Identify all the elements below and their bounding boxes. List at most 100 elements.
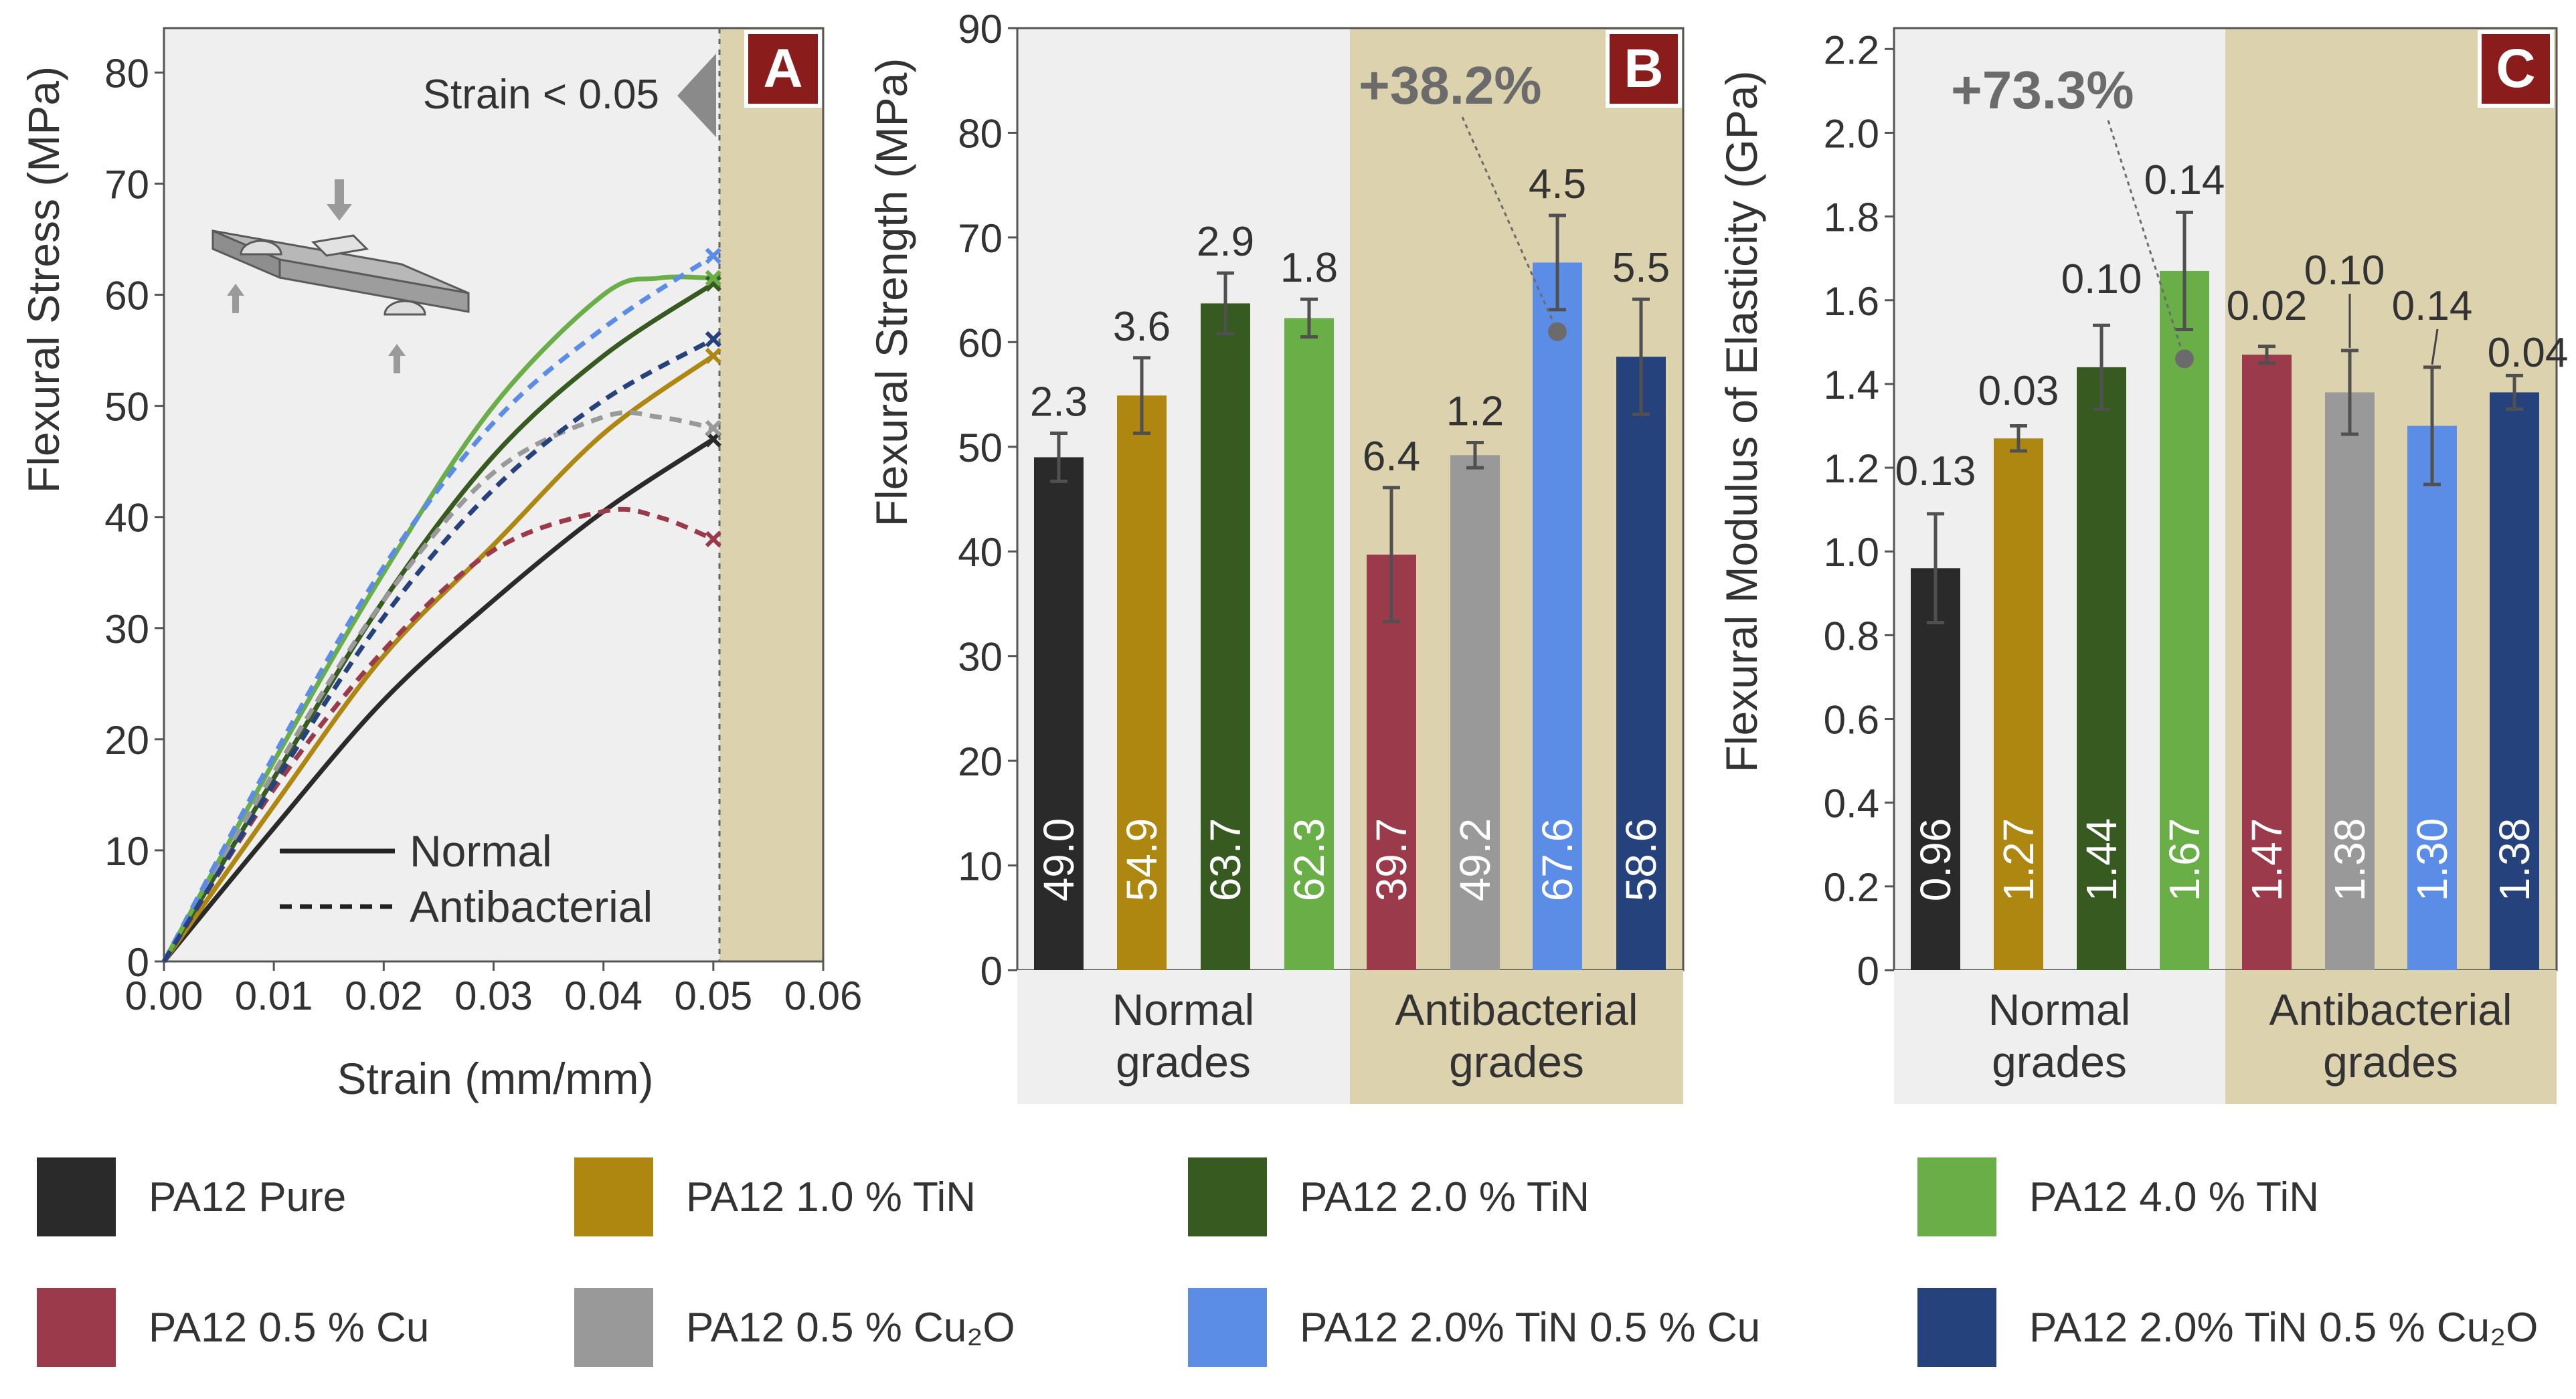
curve-end-marker-7 bbox=[705, 248, 721, 264]
y-tick-label: 0.8 bbox=[1824, 614, 1879, 658]
stress-strain-curve-7 bbox=[161, 254, 715, 963]
y-tick-label: 80 bbox=[958, 111, 1003, 156]
panel-c-normal-group-box bbox=[1894, 970, 2225, 1104]
legend-swatch-6 bbox=[574, 1288, 653, 1367]
panel-a-badge bbox=[744, 30, 822, 108]
bar-value-label-8: 58.6 bbox=[1617, 818, 1665, 902]
panel-c-y-axis-title: Flexural Modulus of Elasticity (GPa) bbox=[1717, 70, 1766, 772]
y-tick-label: 1.8 bbox=[1824, 195, 1879, 240]
y-tick-label: 2.2 bbox=[1824, 27, 1879, 72]
error-value-label-3: 0.10 bbox=[2061, 256, 2142, 302]
bar-value-label-3: 63.7 bbox=[1201, 818, 1250, 902]
y-tick-label: 0.4 bbox=[1824, 781, 1879, 826]
curve-end-marker-8 bbox=[705, 331, 721, 348]
series-legend: PA12 Pure PA12 1.0 % TiN PA12 2.0 % TiN PA1… bbox=[37, 1157, 2538, 1367]
error-value-label-2: 3.6 bbox=[1113, 304, 1171, 350]
three-point-bending-diagram-icon bbox=[211, 179, 470, 373]
y-tick-label: 20 bbox=[104, 718, 149, 763]
bar-value-label-2: 54.9 bbox=[1118, 818, 1166, 902]
y-tick-label: 1.6 bbox=[1824, 279, 1879, 324]
error-value-label-2: 0.03 bbox=[1978, 368, 2059, 414]
bar-value-label-7: 1.30 bbox=[2408, 818, 2456, 902]
error-value-label-5: 6.4 bbox=[1363, 434, 1420, 480]
legend-label-8: PA12 2.0% TiN 0.5 % Cu₂O bbox=[2029, 1305, 2538, 1351]
y-tick-label: 20 bbox=[958, 739, 1003, 784]
panel-c-letter: C bbox=[2496, 38, 2535, 99]
panel-b-group-normal-line2: grades bbox=[1116, 1037, 1251, 1087]
legend-swatch-2 bbox=[574, 1157, 653, 1236]
error-value-label-6: 1.2 bbox=[1446, 389, 1504, 435]
bar-3 bbox=[1201, 303, 1250, 971]
panel-b-group-antibacterial-line1: Antibacterial bbox=[1395, 985, 1638, 1034]
bar-3 bbox=[2077, 367, 2126, 970]
bar-value-label-5: 1.47 bbox=[2243, 818, 2291, 902]
y-tick-label: 80 bbox=[104, 51, 149, 96]
panel-b-antibacterial-group-box bbox=[1350, 970, 1683, 1104]
curve-end-marker-2 bbox=[705, 347, 721, 365]
y-tick-label: 10 bbox=[958, 844, 1003, 889]
error-value-label-7: 0.14 bbox=[2392, 283, 2473, 329]
panel-b-normal-group-box bbox=[1017, 970, 1350, 1104]
x-tick-label: 0.06 bbox=[784, 973, 863, 1018]
legend-swatch-8 bbox=[1917, 1288, 1996, 1367]
bar-value-label-4: 1.67 bbox=[2160, 818, 2209, 902]
bar-value-label-6: 1.38 bbox=[2326, 818, 2374, 902]
error-value-label-1: 2.3 bbox=[1030, 379, 1088, 425]
panel-c-group-antibacterial-line2: grades bbox=[2323, 1037, 2458, 1087]
legend-swatch-3 bbox=[1188, 1157, 1267, 1236]
bar-7 bbox=[2407, 426, 2457, 970]
legend-swatch-7 bbox=[1188, 1288, 1267, 1367]
bar-2 bbox=[1994, 438, 2043, 970]
error-value-label-3: 2.9 bbox=[1197, 219, 1254, 265]
panel-b-annotation-leader bbox=[1461, 116, 1559, 333]
y-tick-label: 60 bbox=[104, 274, 149, 318]
error-value-label-7: 4.5 bbox=[1529, 161, 1586, 207]
bar-2 bbox=[1117, 395, 1167, 970]
x-tick-label: 0.04 bbox=[564, 973, 642, 1018]
bar-value-label-1: 49.0 bbox=[1035, 818, 1083, 902]
error-value-label-4: 1.8 bbox=[1280, 245, 1338, 291]
panel-b-flexural-strength: Normal grades Antibacterial grades 0 10 20… bbox=[867, 7, 1685, 1104]
panel-c-flexural-modulus: Normal grades Antibacterial grades 0 0.2 0… bbox=[1717, 27, 2568, 1104]
curve-end-marker-6 bbox=[705, 419, 721, 436]
legend-label-1: PA12 Pure bbox=[149, 1174, 346, 1220]
error-value-label-8: 5.5 bbox=[1612, 245, 1670, 291]
panel-c-badge bbox=[2478, 30, 2554, 108]
y-tick-label: 90 bbox=[958, 7, 1003, 52]
bar-5 bbox=[1367, 554, 1416, 970]
y-tick-label: 10 bbox=[104, 829, 149, 874]
y-tick-label: 60 bbox=[958, 320, 1003, 365]
legend-label-5: PA12 0.5 % Cu bbox=[149, 1305, 429, 1351]
panel-c-increase-annotation: +73.3% bbox=[1951, 60, 2134, 120]
panel-b-reference-marker bbox=[1548, 322, 1567, 341]
bar-value-label-1: 0.96 bbox=[1911, 818, 1960, 902]
bar-value-label-3: 1.44 bbox=[2077, 818, 2126, 902]
legend-swatch-5 bbox=[37, 1288, 116, 1367]
y-tick-label: 40 bbox=[104, 496, 149, 541]
stress-strain-curve-8 bbox=[162, 337, 715, 963]
panel-b-y-axis-title: Flexural Strength (MPa) bbox=[867, 58, 916, 527]
bar-4 bbox=[2160, 270, 2209, 970]
error-value-label-1: 0.13 bbox=[1895, 448, 1976, 494]
panel-a-x-axis-title: Strain (mm/mm) bbox=[337, 1054, 654, 1103]
legend-swatch-1 bbox=[37, 1157, 116, 1236]
y-tick-label: 1.0 bbox=[1824, 530, 1879, 575]
x-tick-label: 0.01 bbox=[235, 973, 313, 1018]
stress-strain-curve-6 bbox=[161, 409, 714, 963]
panel-a-shaded-region bbox=[719, 28, 823, 961]
bar-value-label-5: 39.7 bbox=[1367, 818, 1415, 902]
bar-4 bbox=[1284, 318, 1334, 971]
bar-value-label-4: 62.3 bbox=[1285, 818, 1333, 902]
error-value-label-5: 0.02 bbox=[2227, 283, 2308, 329]
y-tick-label: 50 bbox=[958, 426, 1003, 470]
y-tick-label: 50 bbox=[104, 385, 149, 430]
stress-strain-curve-2 bbox=[162, 354, 715, 963]
bar-value-label-2: 1.27 bbox=[1994, 818, 2043, 902]
bar-value-label-8: 1.38 bbox=[2490, 818, 2539, 902]
legend-label-4: PA12 4.0 % TiN bbox=[2029, 1174, 2319, 1220]
legend-label-7: PA12 2.0% TiN 0.5 % Cu bbox=[1300, 1305, 1760, 1351]
x-tick-label: 0.03 bbox=[454, 973, 533, 1018]
stress-strain-curve-4 bbox=[161, 274, 713, 963]
y-tick-label: 2.0 bbox=[1824, 111, 1879, 156]
